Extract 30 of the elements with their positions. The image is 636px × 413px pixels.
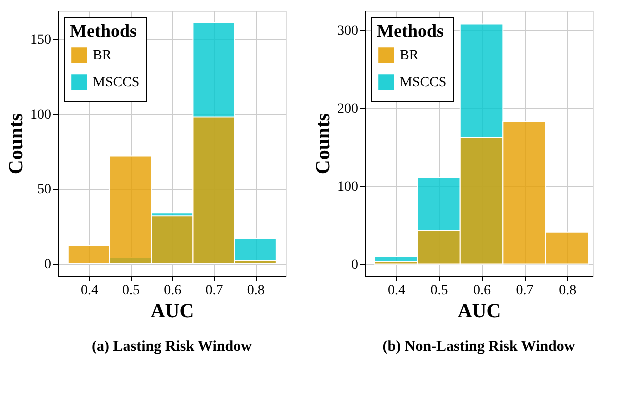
x-tick-label: 0.5 [122, 284, 140, 298]
y-tick-label: 0 [44, 258, 52, 273]
x-tick-label: 0.8 [247, 284, 265, 298]
x-axis-title: AUC [150, 300, 194, 322]
text: (a) Lasting Risk Window [92, 339, 252, 355]
y-tick-label: 150 [30, 32, 52, 48]
x-tick-label: 0.8 [559, 284, 577, 298]
y-tick-label: 0 [352, 258, 358, 273]
y-tick-label: 300 [338, 24, 358, 39]
x-axis-title: AUC [458, 300, 502, 322]
legend-label: MSCCS [400, 76, 447, 90]
legend-label: BR [400, 48, 420, 64]
x-tick-label: 0.7 [516, 284, 534, 298]
y-axis-title: Counts [312, 113, 334, 175]
x-tick-label: 0.5 [430, 284, 448, 298]
y-tick-label: 50 [38, 182, 52, 198]
legend-label: BR [93, 48, 112, 64]
x-tick-label: 0.4 [80, 284, 98, 298]
legend-label: MSCCS [93, 76, 140, 90]
y-tick-label: 100 [338, 180, 358, 195]
y-axis-title: Counts [6, 113, 28, 175]
legend-title: Methods [377, 21, 444, 41]
x-tick-label: 0.6 [474, 284, 492, 298]
x-tick-label: 0.7 [206, 284, 224, 298]
x-tick-label: 0.6 [164, 284, 182, 298]
legend-title: Methods [70, 21, 137, 41]
y-tick-label: 100 [30, 108, 52, 123]
y-tick-label: 200 [338, 102, 358, 117]
x-tick-label: 0.4 [388, 284, 406, 298]
text: (b) Non-Lasting Risk Window [382, 339, 576, 355]
